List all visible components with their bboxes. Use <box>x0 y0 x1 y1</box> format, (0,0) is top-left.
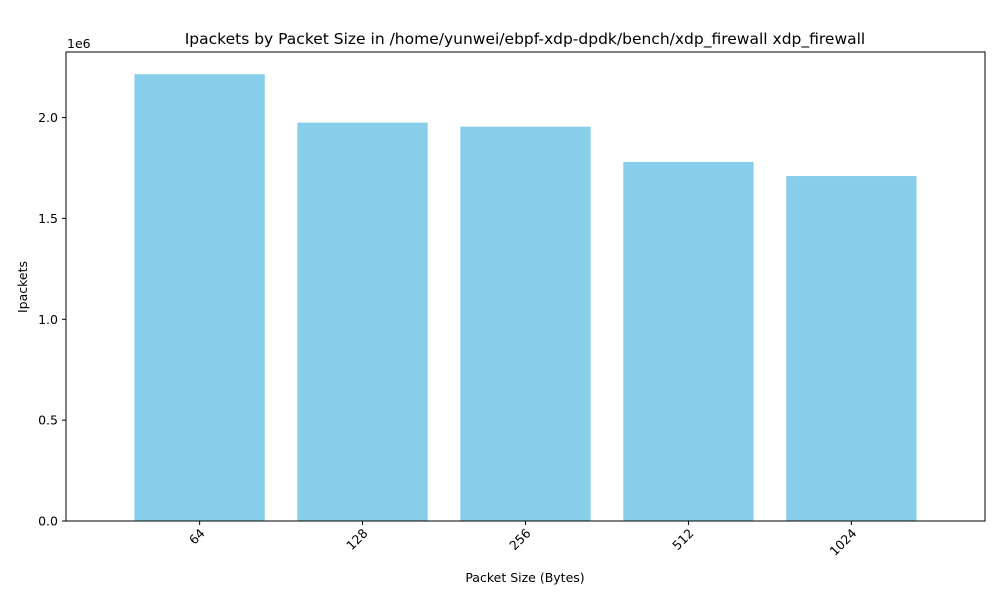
x-tick-label: 1024 <box>826 525 859 558</box>
bar-128 <box>297 122 428 522</box>
y-tick-label: 2.0 <box>38 110 58 125</box>
bar-1024 <box>786 176 917 522</box>
y-tick-label: 1.0 <box>38 312 58 327</box>
x-tick-label: 64 <box>186 525 208 547</box>
y-axis-label: Ipackets <box>15 261 30 313</box>
y-ticks-layer: 0.0 0.5 1.0 1.5 2.0 <box>38 110 66 529</box>
chart-title: Ipackets by Packet Size in /home/yunwei/… <box>185 30 866 49</box>
y-tick-label: 0.5 <box>38 413 58 428</box>
y-tick-label: 1.5 <box>38 211 58 226</box>
x-tick-label: 128 <box>343 525 371 553</box>
bar-256 <box>460 126 591 521</box>
x-tick-label: 256 <box>506 525 534 553</box>
bar-64 <box>134 74 265 522</box>
y-axis-offset-label: 1e6 <box>67 36 91 51</box>
bars-layer <box>134 74 917 522</box>
x-tick-label: 512 <box>669 526 696 553</box>
bar-512 <box>623 161 754 522</box>
plot-frame <box>65 51 986 522</box>
y-tick-label: 0.0 <box>38 514 58 529</box>
x-axis-label: Packet Size (Bytes) <box>465 570 584 585</box>
x-ticks-layer: 64 128 256 512 1024 <box>186 521 860 559</box>
